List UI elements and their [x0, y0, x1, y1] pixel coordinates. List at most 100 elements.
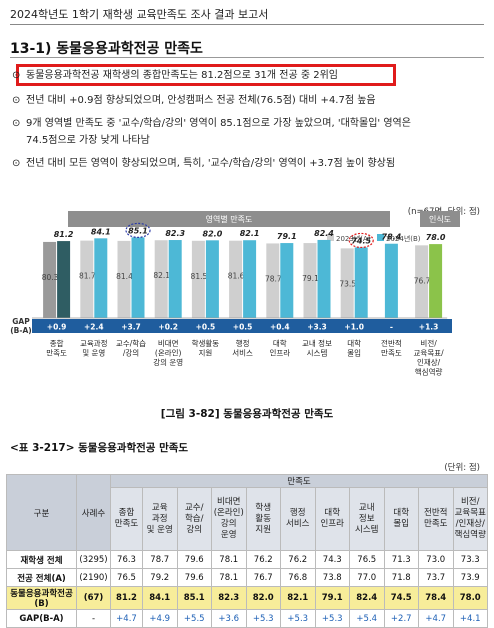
bar-label-2024: 82.3	[165, 229, 185, 238]
table-cell: GAP(B-A)	[6, 609, 77, 628]
table-cell: +5.5	[176, 609, 212, 628]
bar-label-2023: 81.6	[228, 272, 245, 281]
col-header: 구분	[6, 474, 77, 551]
group-header-area-label: 영역별 만족도	[206, 214, 253, 224]
table-cell: 77.0	[349, 568, 385, 587]
bullet-2: ⊙ 전년 대비 +0.9점 향상되었으며, 안성캠퍼스 전공 전체(76.5점) …	[12, 92, 376, 109]
bar-label-2024: 82.1	[240, 229, 260, 238]
bar-2024	[205, 240, 219, 318]
table-cell: +5.3	[314, 609, 350, 628]
satisfaction-bar-chart: 영역별 만족도 인식도 2023년(A) 2024년(B) GAP(B-A) 80.3 81…	[10, 211, 460, 377]
category-label: 학생활동	[192, 338, 220, 348]
bar-label-2024: 82.4	[314, 229, 334, 238]
gap-band	[32, 319, 452, 333]
bullet-icon: ⊙	[12, 70, 21, 81]
table-row: GAP(B-A) - +4.7 +4.9 +5.5 +3.6 +5.3 +5.3 +5.3 +5.…	[6, 609, 488, 628]
group-header: 만족도	[110, 474, 488, 488]
bar-label-2023: 80.3	[42, 273, 59, 282]
bar-label-2024: 81.2	[54, 230, 74, 239]
bullet-3-cont: 74.5점으로 가장 낮게 나타남	[26, 135, 150, 146]
category-label: 행정	[236, 338, 250, 348]
bar-label-2023: 81.4	[116, 272, 133, 281]
table-cell: 73.7	[418, 568, 454, 587]
gap-value: +0.2	[158, 323, 178, 332]
highlight-ellipse	[125, 222, 151, 238]
bar-label-2023: 82.1	[153, 271, 170, 280]
table-cell: 76.8	[280, 568, 316, 587]
gap-value: +1.3	[419, 323, 439, 332]
bullet-icon: ⊙	[12, 118, 21, 129]
bullet-icon: ⊙	[12, 158, 21, 169]
bar-2024	[131, 237, 145, 318]
table-unit: (단위: 점)	[444, 463, 480, 473]
group-header-recognition	[420, 211, 460, 227]
table-cell: 78.1	[211, 568, 247, 587]
satisfaction-table: 구분 사례수 만족도 종합 만족도 교육 과정 및 운영 교수/학습/강의 비대면 (온라인) 강의 운…	[6, 474, 488, 628]
table-cell: +5.3	[245, 609, 281, 628]
bar-2023	[191, 240, 205, 318]
bar-label-2023: 78.7	[265, 274, 282, 283]
category-label: 시스템	[307, 348, 328, 358]
figure-caption: [그림 3-82] 동물응용과학전공 만족도	[160, 408, 334, 420]
category-label: 교수/학습	[116, 338, 146, 348]
table-cell: -	[76, 609, 111, 628]
bar-label-2024: 74.5	[351, 236, 371, 245]
bar-label-2023: 81.7	[79, 272, 96, 281]
table-row: 전공 전체(A) (2190) 76.5 79.2 79.6 78.1 76.7 76.8 73…	[6, 568, 488, 587]
table-cell: 73.9	[452, 568, 488, 587]
table-cell: +5.3	[280, 609, 316, 628]
legend-label-2023: 2023년(A)	[336, 234, 371, 243]
gap-value: +0.4	[270, 323, 290, 332]
bar-label-2024: 84.1	[91, 227, 111, 236]
table-cell: 재학생 전체	[6, 550, 77, 569]
bar-2023	[266, 243, 280, 318]
table-cell: 76.5	[349, 550, 385, 569]
bullet-4: ⊙ 전년 대비 모든 영역이 향상되었으며, 특히, '교수/학습/강의' 영역이…	[12, 155, 395, 172]
bar-2023	[229, 240, 243, 318]
bar-label-2024: 82.0	[203, 229, 223, 238]
category-label: 몰입	[347, 349, 361, 358]
table-cell: +3.6	[211, 609, 247, 628]
category-label: 지원	[198, 349, 212, 358]
table-cell: 78.7	[142, 550, 178, 569]
bar-label-2023: 81.5	[191, 272, 208, 281]
bar-label-2024: 79.1	[277, 232, 297, 241]
bar-2023	[303, 243, 317, 318]
table-cell: (67)	[76, 586, 111, 610]
table-cell: 79.2	[142, 568, 178, 587]
gap-value: +1.0	[344, 323, 364, 332]
bullet-icon: ⊙	[12, 95, 21, 106]
category-label: 핵심역량	[415, 367, 443, 377]
table-cell: 76.5	[110, 568, 143, 587]
table-cell: 74.3	[314, 550, 350, 569]
category-label: 인프라	[269, 348, 290, 358]
category-label: 비대면	[158, 338, 179, 348]
table-row: 재학생 전체 (3295) 76.3 78.7 79.6 78.1 76.2 76.2 74.3…	[6, 550, 488, 569]
table-cell: 82.1	[280, 586, 316, 610]
table-title: <표 3-217> 동물응용과학전공 만족도	[10, 442, 189, 454]
col-header: 교육 과정 및 운영	[142, 487, 178, 551]
col-header: 종합 만족도	[110, 487, 143, 551]
category-label: 만족도	[381, 349, 402, 358]
category-label: 대학	[273, 338, 287, 348]
table-cell: 76.2	[245, 550, 281, 569]
table-cell: 79.1	[314, 586, 350, 610]
table-cell: 76.7	[245, 568, 281, 587]
table-cell: (2190)	[76, 568, 111, 587]
bar-label-2024: 78.0	[426, 233, 446, 242]
header-divider	[10, 24, 484, 25]
bar-2024	[243, 240, 257, 318]
category-label: 만족도	[46, 349, 67, 358]
highlight-box	[16, 64, 396, 86]
table-cell: 73.3	[452, 550, 488, 569]
bar-2023	[80, 240, 94, 318]
category-label: 전반적	[381, 338, 402, 348]
category-label: 대학	[347, 338, 361, 348]
col-header: 비전/교육목표/인재상/핵심역량	[452, 487, 488, 551]
gap-value: +3.7	[121, 323, 141, 332]
table-cell: 74.5	[383, 586, 419, 610]
category-label: 서비스	[232, 349, 253, 358]
bar-2024	[280, 243, 294, 318]
legend-label-2024: 2024년(B)	[386, 234, 421, 243]
table-cell: 85.1	[176, 586, 212, 610]
